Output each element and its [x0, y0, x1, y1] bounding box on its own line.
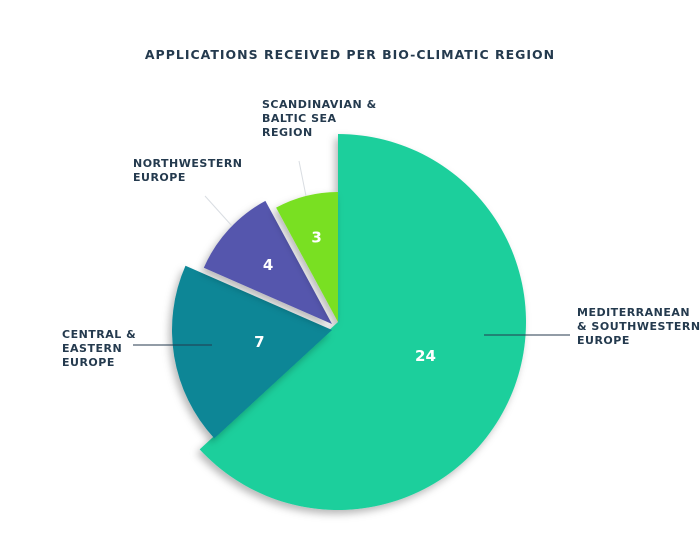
pie-slice-scandinavian-baltic: [276, 192, 338, 322]
category-label-mediterranean: MEDITERRANEAN & SOUTHWESTERN EUROPE: [577, 306, 700, 347]
pie-slices: [172, 134, 526, 510]
leader-lines: [133, 160, 570, 346]
value-label-mediterranean: 24: [415, 347, 436, 365]
pie-slice-mediterranean: [199, 134, 526, 510]
category-label-northwestern: NORTHWESTERN EUROPE: [133, 157, 243, 184]
value-label-central-eastern: 7: [254, 333, 264, 351]
category-label-central-eastern: CENTRAL & EASTERN EUROPE: [62, 328, 136, 369]
pie-slice-northwestern: [203, 200, 332, 324]
leader-line-scandinavian-baltic: [298, 160, 307, 197]
value-label-northwestern: 4: [263, 256, 273, 274]
value-label-scandinavian-baltic: 3: [311, 229, 321, 247]
slice-labels: 24 MEDITERRANEAN & SOUTHWESTERN EUROPE 7 CENT…: [62, 98, 700, 369]
category-label-scandinavian-baltic: SCANDINAVIAN & BALTIC SEA REGION: [262, 98, 377, 139]
chart-title: APPLICATIONS RECEIVED PER BIO-CLIMATIC R…: [145, 47, 555, 62]
leader-line-northwestern: [204, 195, 233, 227]
pie-slice-central-eastern: [172, 265, 332, 439]
